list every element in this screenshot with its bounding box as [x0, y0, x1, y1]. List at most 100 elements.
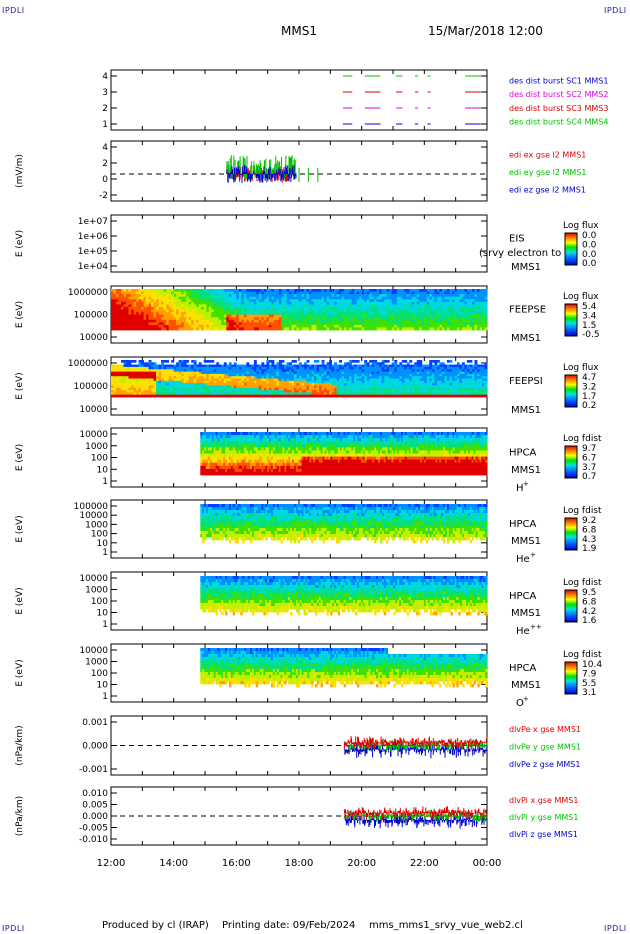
spectrogram-cell	[316, 304, 320, 308]
spectrogram-cell	[356, 296, 360, 300]
spectrogram-cell	[202, 471, 205, 476]
spectrogram-cell	[276, 289, 280, 292]
spectrogram-cell	[411, 317, 415, 321]
spectrogram-cell	[401, 314, 405, 318]
spectrogram-cell	[366, 294, 370, 298]
spectrogram-cell	[396, 327, 400, 331]
spectrogram-cell	[296, 322, 300, 326]
spectrogram-cell	[294, 369, 297, 372]
spectrogram-cell	[281, 392, 285, 396]
spectrogram-cell	[202, 450, 205, 454]
spectrogram-cell	[404, 380, 408, 384]
spectrogram-cell	[482, 322, 485, 326]
spectrogram-cell	[469, 294, 473, 298]
spectrogram-cell	[381, 294, 385, 298]
spectrogram-cell	[409, 387, 413, 391]
spectrogram-cell	[344, 387, 347, 391]
spectrogram-cell	[379, 392, 383, 396]
spectrogram-cell	[231, 373, 235, 377]
spectrogram-cell	[371, 390, 375, 393]
spectrogram-cell	[406, 317, 410, 321]
spectrogram-cell	[228, 317, 232, 321]
spectrogram-cell	[258, 366, 262, 370]
spectrogram-cell	[376, 394, 380, 398]
spectrogram-cell	[454, 394, 458, 398]
spectrogram-cell	[376, 319, 380, 323]
spectrogram-cell	[228, 380, 232, 384]
spectrogram-cell	[121, 289, 124, 292]
spectrogram-cell	[482, 296, 485, 300]
spectrogram-cell	[138, 392, 142, 396]
spectrogram-cell	[401, 364, 405, 368]
spectrogram-cell	[314, 327, 317, 331]
spectrogram-cell	[191, 301, 195, 305]
spectrogram-cell	[246, 364, 250, 368]
spectrogram-cell	[421, 312, 425, 316]
spectrogram-cell	[238, 312, 242, 316]
spectrogram-cell	[416, 380, 420, 384]
spectrogram-cell	[291, 294, 295, 298]
spectrogram-cell	[271, 366, 275, 370]
spectrogram-cell	[484, 392, 488, 396]
spectrogram-cell	[181, 380, 185, 384]
spectrogram-cell	[454, 312, 458, 316]
spectrogram-cell	[166, 301, 169, 305]
spectrogram-cell	[289, 362, 292, 365]
spectrogram-cell	[246, 291, 250, 295]
spectrogram-cell	[126, 324, 129, 328]
spectrogram-cell	[314, 317, 317, 321]
spectrogram-cell	[226, 289, 230, 292]
spectrogram-cell	[336, 306, 340, 310]
spectrogram-cell	[268, 360, 272, 363]
spectrogram-cell	[472, 378, 475, 382]
spectrogram-cell	[406, 319, 410, 323]
spectrogram-cell	[146, 362, 149, 365]
spectrogram-cell	[241, 373, 245, 377]
spectrogram-cell	[399, 366, 403, 370]
spectrogram-cell	[316, 317, 320, 321]
spectrogram-cell	[484, 291, 488, 295]
spectrogram-cell	[336, 380, 340, 384]
spectrogram-cell	[304, 369, 307, 372]
spectrogram-cell	[404, 291, 408, 295]
spectrogram-cell	[451, 371, 455, 375]
spectrogram-cell	[371, 301, 375, 305]
spectrogram-cell	[206, 306, 210, 310]
spectrogram-cell	[248, 299, 252, 303]
spectrogram-cell	[276, 369, 280, 372]
spectrogram-cell	[148, 317, 152, 321]
spectrogram-cell	[346, 312, 350, 316]
spectrogram-cell	[324, 385, 327, 389]
spectrogram-cell	[301, 369, 305, 372]
spectrogram-cell	[156, 291, 159, 295]
spectrogram-cell	[299, 296, 302, 300]
spectrogram-cell	[316, 299, 320, 303]
spectrogram-cell	[216, 380, 220, 384]
spectrogram-cell	[271, 327, 275, 331]
spectrogram-cell	[311, 390, 315, 393]
spectrogram-cell	[166, 299, 169, 303]
spectrogram-cell	[116, 314, 119, 318]
spectrogram-cell	[221, 327, 225, 331]
spectrogram-cell	[191, 376, 195, 379]
y-tick-label: 1e+07	[78, 217, 108, 227]
spectrogram-cell	[477, 383, 480, 386]
spectrogram-cell	[261, 289, 265, 292]
spectrogram-cell	[331, 394, 335, 398]
spectrogram-cell	[228, 291, 232, 295]
spectrogram-cell	[359, 299, 363, 303]
spectrogram-cell	[243, 387, 247, 391]
spectrogram-cell	[416, 385, 420, 389]
spectrogram-cell	[431, 317, 435, 321]
spectrogram-cell	[261, 378, 265, 382]
spectrogram-cell	[183, 385, 187, 389]
spectrogram-cell	[228, 373, 232, 377]
spectrogram-cell	[188, 296, 192, 300]
spectrogram-cell	[121, 371, 124, 375]
spectrogram-cell	[414, 299, 418, 303]
spectrogram-cell	[248, 390, 252, 393]
spectrogram-cell	[228, 387, 232, 391]
spectrogram-cell	[339, 296, 342, 300]
spectrogram-cell	[196, 306, 200, 310]
spectrogram-cell	[266, 362, 270, 365]
